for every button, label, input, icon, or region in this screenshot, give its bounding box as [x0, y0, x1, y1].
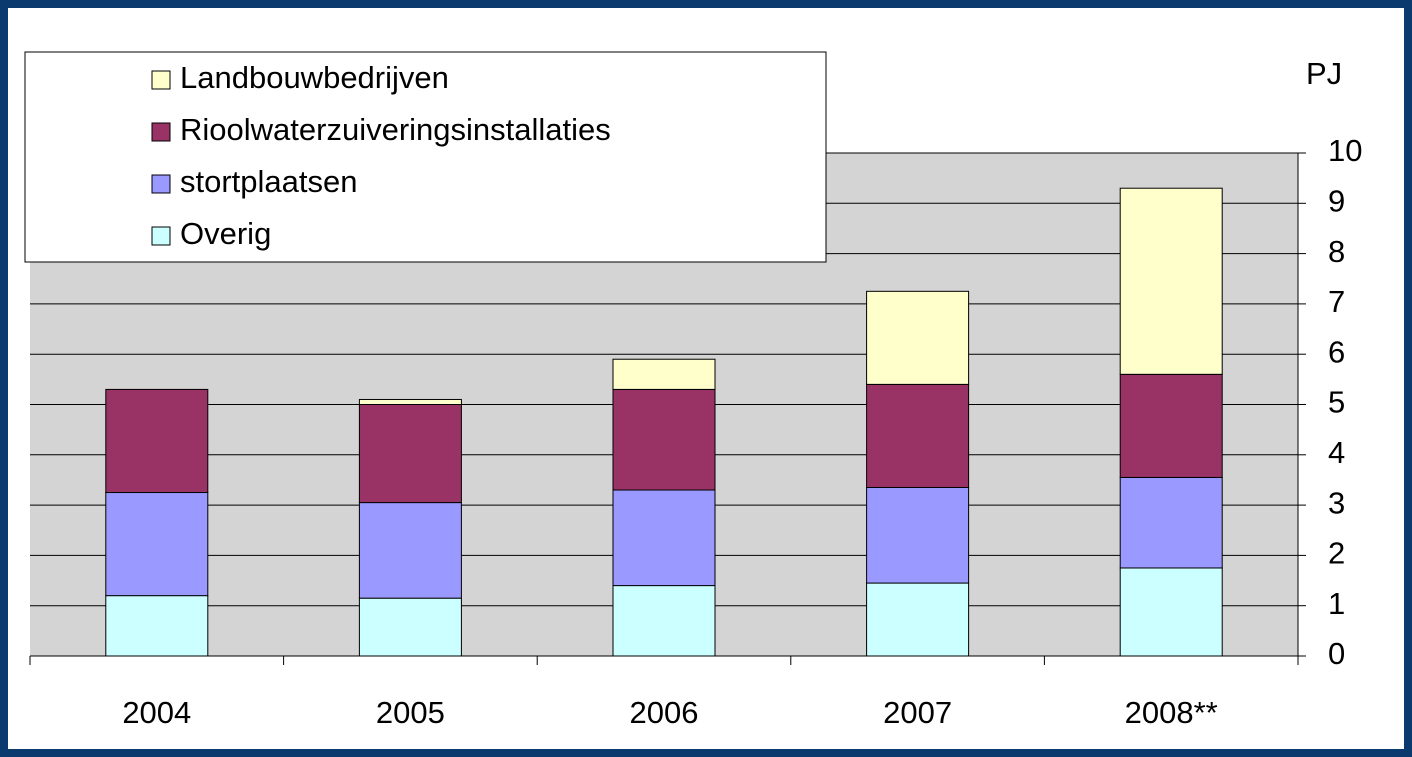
x-tick-label: 2005 — [376, 695, 445, 730]
bar-segment — [612, 388, 716, 491]
legend-label: Overig — [180, 216, 271, 251]
x-tick-label: 2007 — [883, 695, 952, 730]
bar-segment — [1119, 567, 1223, 657]
y-axis-label: PJ — [1306, 56, 1342, 91]
legend-swatch — [151, 122, 171, 142]
bar-segment — [612, 585, 716, 657]
legend-swatch — [151, 174, 171, 194]
bar-segment — [1119, 187, 1223, 375]
bar-segment — [358, 597, 462, 657]
bar-segment — [358, 398, 462, 406]
legend-label: Rioolwaterzuiveringsinstallaties — [180, 112, 611, 147]
x-tick-label: 2006 — [630, 695, 699, 730]
bar-segment — [612, 489, 716, 587]
y-tick-label: 5 — [1328, 385, 1345, 420]
y-tick-label: 3 — [1328, 485, 1345, 520]
bar-segment — [105, 492, 209, 597]
bar-segment — [612, 358, 716, 390]
x-tick-label: 2004 — [122, 695, 191, 730]
y-tick-label: 8 — [1328, 234, 1345, 269]
y-tick-label: 9 — [1328, 183, 1345, 218]
bar-segment — [866, 290, 970, 385]
bar-segment — [105, 595, 209, 657]
bar-segment — [1119, 476, 1223, 569]
bar-segment — [866, 582, 970, 657]
y-tick-label: 4 — [1328, 435, 1345, 470]
y-tick-label: 1 — [1328, 586, 1345, 621]
legend-swatch — [151, 70, 171, 90]
bar-segment — [358, 502, 462, 599]
y-tick-label: 2 — [1328, 536, 1345, 571]
bar-segment — [866, 383, 970, 488]
y-tick-label: 6 — [1328, 334, 1345, 369]
legend-label: Landbouwbedrijven — [180, 60, 449, 95]
bar-segment — [866, 486, 970, 584]
y-tick-label: 7 — [1328, 284, 1345, 319]
y-tick-label: 0 — [1328, 636, 1345, 671]
bar-segment — [1119, 373, 1223, 478]
y-tick-label: 10 — [1328, 133, 1362, 168]
bar-segment — [105, 388, 209, 494]
legend-label: stortplaatsen — [180, 164, 358, 199]
bar-segment — [358, 404, 462, 504]
x-tick-label: 2008** — [1125, 695, 1218, 730]
legend-swatch — [151, 226, 171, 246]
